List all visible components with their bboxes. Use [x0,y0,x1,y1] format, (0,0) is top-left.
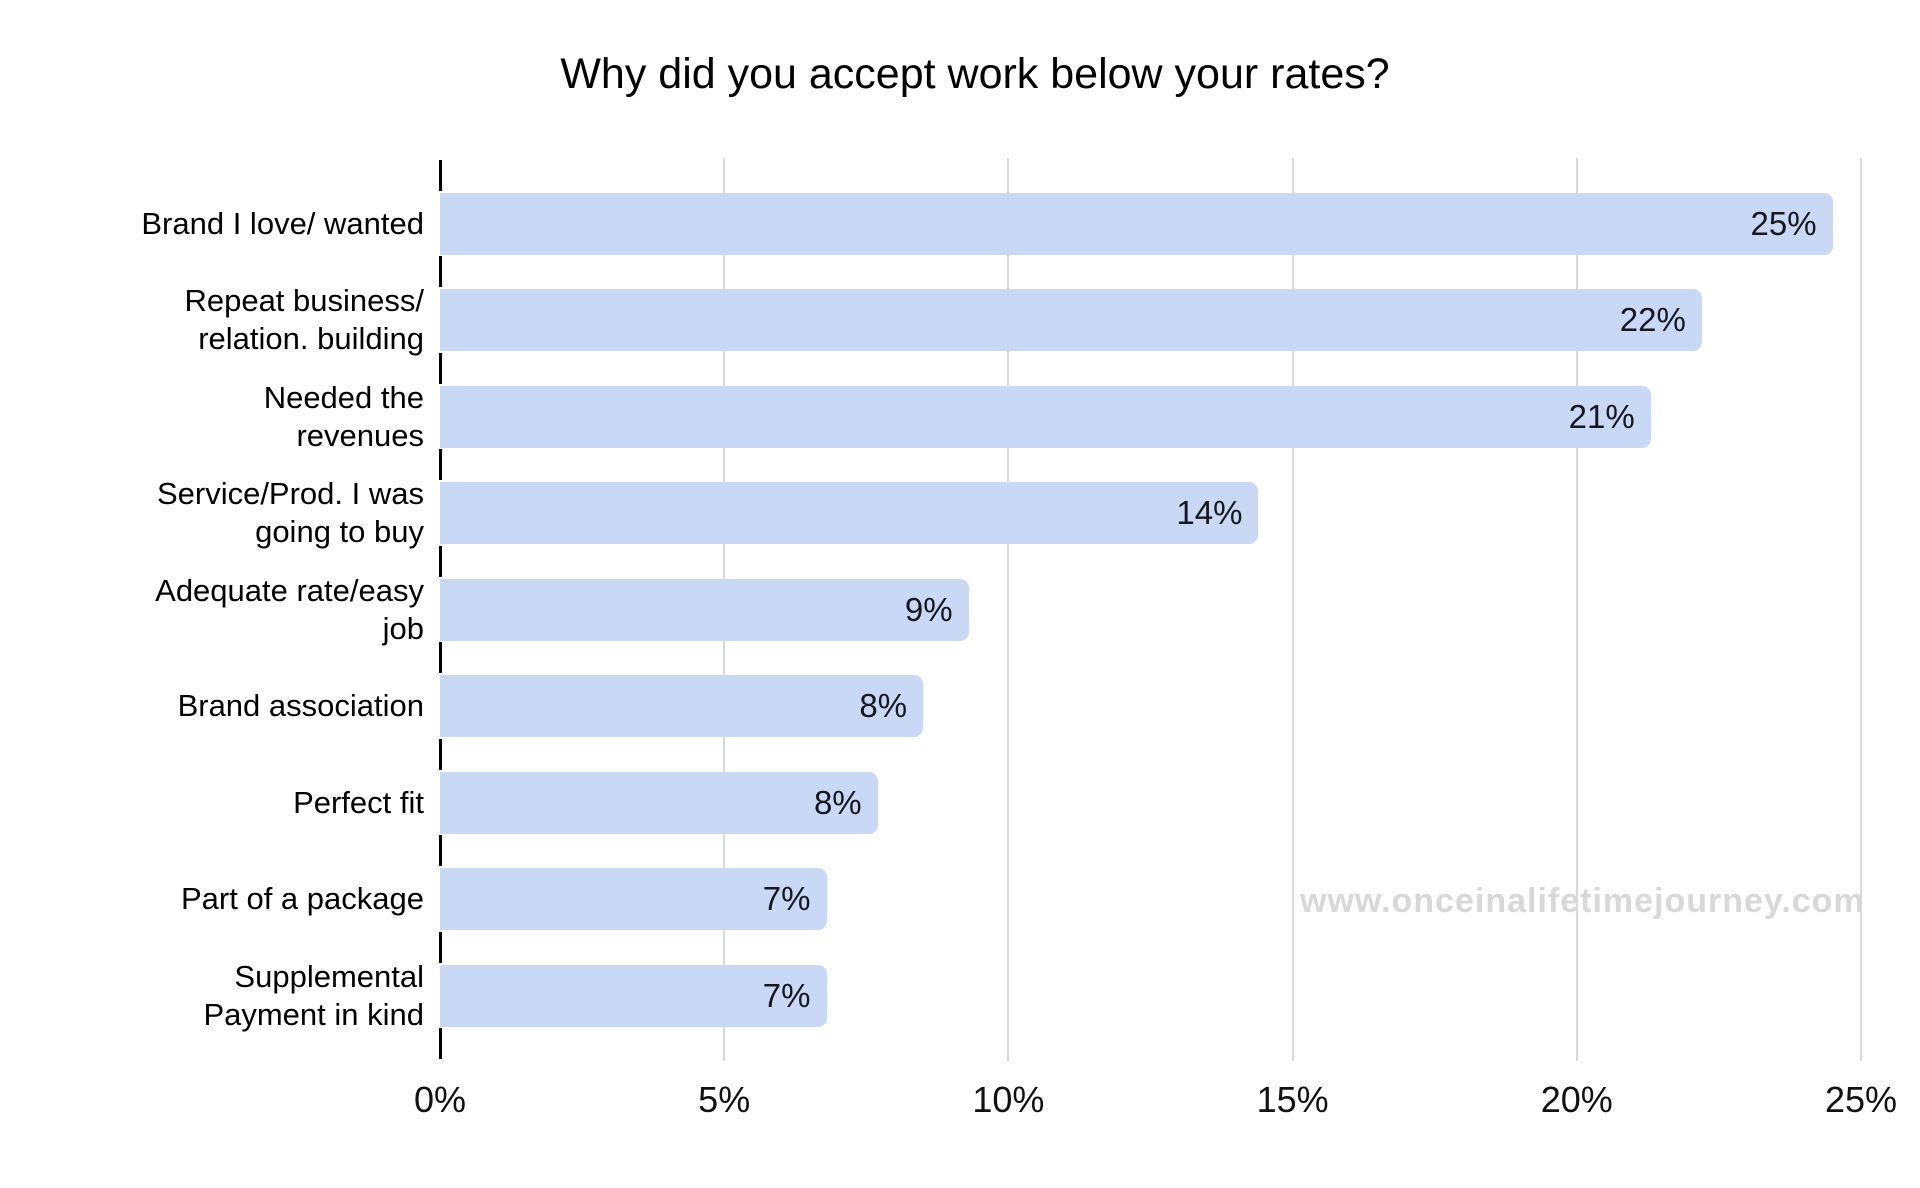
x-tick-label: 15% [1256,1079,1329,1120]
bar: 25% [440,192,1833,255]
bar: 7% [440,868,827,930]
category-label-line: going to buy [255,514,424,549]
x-tick-label: 20% [1540,1079,1613,1120]
bar-value-label: 14% [1176,494,1243,531]
bar: 14% [440,482,1259,544]
category-label: Part of a package [0,880,424,918]
gridline [1007,158,1010,1061]
gridline [1291,158,1294,1061]
category-label: Brand I love/ wanted [0,205,424,243]
x-tick-label: 0% [413,1079,467,1120]
category-label-line: Brand association [177,688,424,723]
category-label: Brand association [0,687,424,725]
category-axis-tick [439,352,442,384]
category-axis-tick [439,642,442,673]
category-axis-tick [439,931,442,963]
bar-value-label: 7% [762,880,811,917]
bar: 8% [440,675,924,737]
watermark: www.onceinalifetimejourney.com [1300,882,1865,920]
bar: 8% [440,771,878,834]
category-label-line: Part of a package [181,881,424,916]
category-axis-tick [439,449,442,480]
category-axis-tick [439,256,442,287]
bar-value-label: 21% [1568,397,1635,435]
category-label: Perfect fit [0,784,424,822]
bar-value-label: 9% [904,590,953,628]
category-label: Adequate rate/easy job [0,572,424,648]
category-label-line: relation. building [198,321,424,356]
category-axis-tick [439,545,442,577]
bar-value-label: 25% [1750,204,1817,242]
category-label-line: Repeat business/ [184,283,424,318]
bar-value-label: 22% [1619,301,1686,338]
bar-value-label: 8% [813,783,862,821]
category-axis-tick [439,159,442,191]
x-tick-label: 5% [698,1079,751,1120]
category-label-line: Payment in kind [203,996,424,1032]
category-axis-tick [439,835,442,866]
category-label: Supplemental Payment in kind [0,958,424,1034]
bar: 21% [440,385,1651,448]
chart-title: Why did you accept work below your rates… [560,50,1390,98]
category-label-line: Brand I love/ wanted [141,205,424,241]
x-tick-label: 25% [1824,1079,1898,1120]
bar: 22% [440,289,1702,351]
x-axis-labels: 0% 5% 10% 15% 20% 25% [414,1079,1897,1139]
x-tick-label: 10% [972,1079,1045,1120]
gridline [1575,158,1578,1061]
bar-value-label: 7% [762,976,811,1014]
category-label: Repeat business/relation. building [0,282,424,358]
category-label-line: Supplemental [234,958,424,994]
category-label-line: Needed the [263,379,424,415]
plot-area: 25% 22% 21% 14% 9% 8% 8% 7% 7% [439,158,1862,1061]
bar-value-label: 8% [859,687,908,724]
category-axis-tick [439,1028,442,1059]
category-label: Needed the revenues [0,379,424,455]
category-label-line: Perfect fit [293,784,424,820]
gridline [1860,158,1862,1061]
bar: 7% [440,964,827,1027]
category-axis-tick [439,738,442,770]
category-label-line: revenues [296,417,424,453]
bar: 9% [440,578,969,641]
category-label-line: Service/Prod. I was [156,476,424,511]
category-label: Service/Prod. I was going to buy [0,475,424,551]
category-label-line: Adequate rate/easy [155,572,424,608]
category-axis-labels: Brand I love/ wanted Repeat business/rela… [0,158,424,1061]
category-label-line: job [382,610,424,646]
